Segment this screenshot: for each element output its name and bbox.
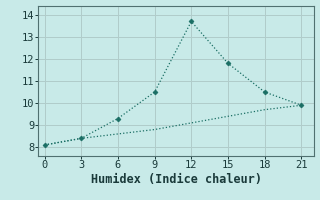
X-axis label: Humidex (Indice chaleur): Humidex (Indice chaleur) — [91, 173, 261, 186]
